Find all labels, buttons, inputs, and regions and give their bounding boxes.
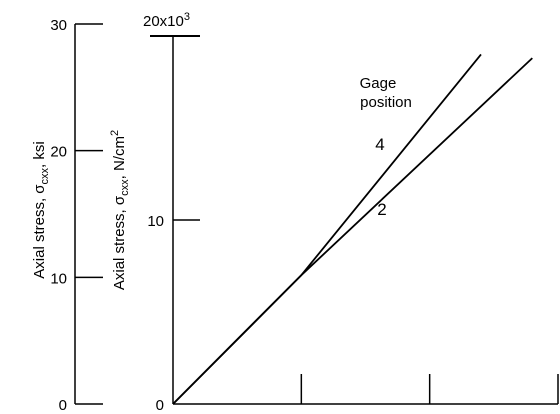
inner-ylabel: Axial stress, σcxx, N/cm2 [109, 130, 131, 290]
inner-tick-label: 20x103 [143, 11, 190, 30]
outer-tick-label: 10 [50, 270, 67, 287]
series-line-2 [172, 57, 533, 405]
outer-ylabel-subscript: cxx [39, 167, 51, 184]
inner-ylabel-unit: , N/cm [111, 136, 128, 179]
outer-tick-label: 20 [50, 144, 67, 161]
legend-title-line1: Gage [360, 75, 397, 92]
x-axis [173, 374, 559, 405]
series-label-4: 4 [375, 135, 384, 154]
inner-tick-label-sup: 3 [184, 11, 190, 23]
inner-ylabel-subscript: cxx [119, 179, 131, 196]
outer-axis: 0 10 20 30 Axial stress, σcxx, ksi [31, 17, 103, 414]
inner-tick-label: 10 [147, 213, 164, 230]
inner-tick-label: 0 [156, 397, 164, 414]
outer-tick-label: 0 [59, 397, 67, 414]
outer-ylabel: Axial stress, σcxx, ksi [31, 141, 51, 278]
outer-ylabel-base: Axial stress, [31, 194, 48, 279]
inner-ylabel-symbol: σ [111, 195, 128, 205]
outer-ylabel-symbol: σ [31, 184, 48, 194]
legend-title-line2: position [360, 94, 412, 111]
inner-axis: 0 10 20x103 Axial stress, σcxx, N/cm2 [109, 11, 200, 414]
series-group: 42 [172, 53, 533, 405]
series-line-4 [172, 53, 482, 405]
inner-ylabel-base: Axial stress, [111, 205, 128, 290]
series-label-2: 2 [377, 200, 386, 219]
inner-ylabel-unit-sup: 2 [109, 130, 121, 136]
outer-tick-label: 30 [50, 17, 67, 34]
outer-ylabel-unit: , ksi [31, 141, 48, 168]
